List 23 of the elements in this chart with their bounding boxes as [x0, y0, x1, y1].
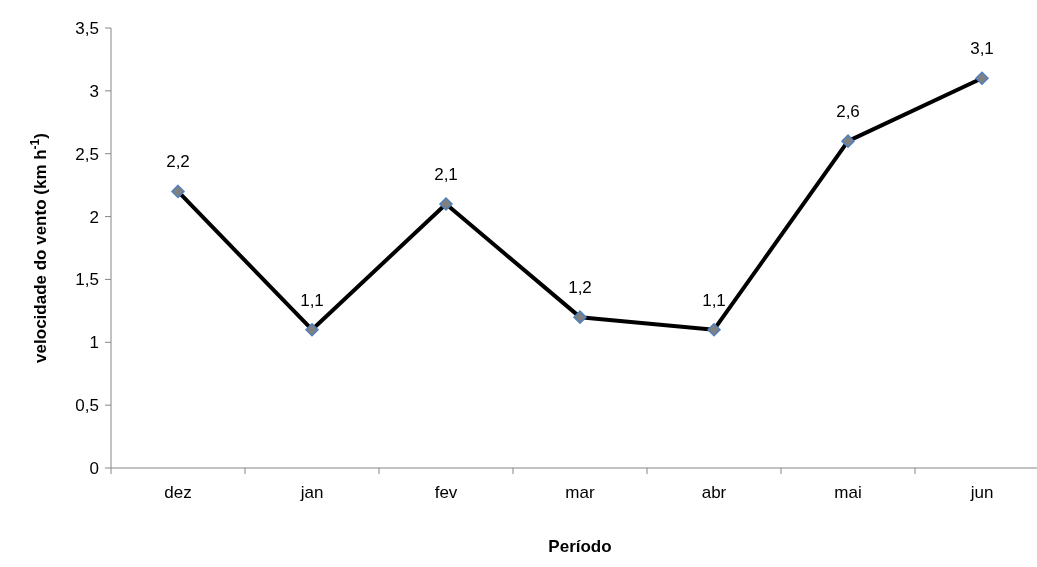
- y-tick-label: 3: [89, 81, 99, 101]
- data-label: 3,1: [970, 39, 994, 59]
- data-label: 2,6: [836, 102, 860, 122]
- data-label: 1,1: [300, 290, 324, 310]
- y-tick-label: 0,5: [75, 396, 99, 416]
- x-tick-label: abr: [701, 483, 727, 502]
- x-tick-label: mai: [834, 483, 862, 502]
- data-label: 2,1: [434, 165, 458, 184]
- y-tick-label: 1: [89, 333, 99, 353]
- y-tick-label: 3,5: [75, 18, 99, 38]
- y-tick-label: 0: [89, 458, 99, 478]
- x-tick-label: mar: [565, 483, 595, 502]
- x-tick-label: jan: [299, 483, 324, 502]
- y-tick-label: 1,5: [75, 270, 99, 290]
- data-label: 1,2: [568, 278, 592, 298]
- x-tick-label: dez: [164, 483, 192, 502]
- x-tick-label: fev: [434, 483, 458, 502]
- x-axis-title: Período: [548, 537, 612, 556]
- y-tick-label: 2,5: [75, 144, 99, 164]
- y-tick-label: 2: [89, 207, 99, 227]
- x-tick-label: jun: [969, 483, 994, 502]
- data-label: 1,1: [702, 290, 726, 310]
- data-label: 2,2: [166, 152, 190, 172]
